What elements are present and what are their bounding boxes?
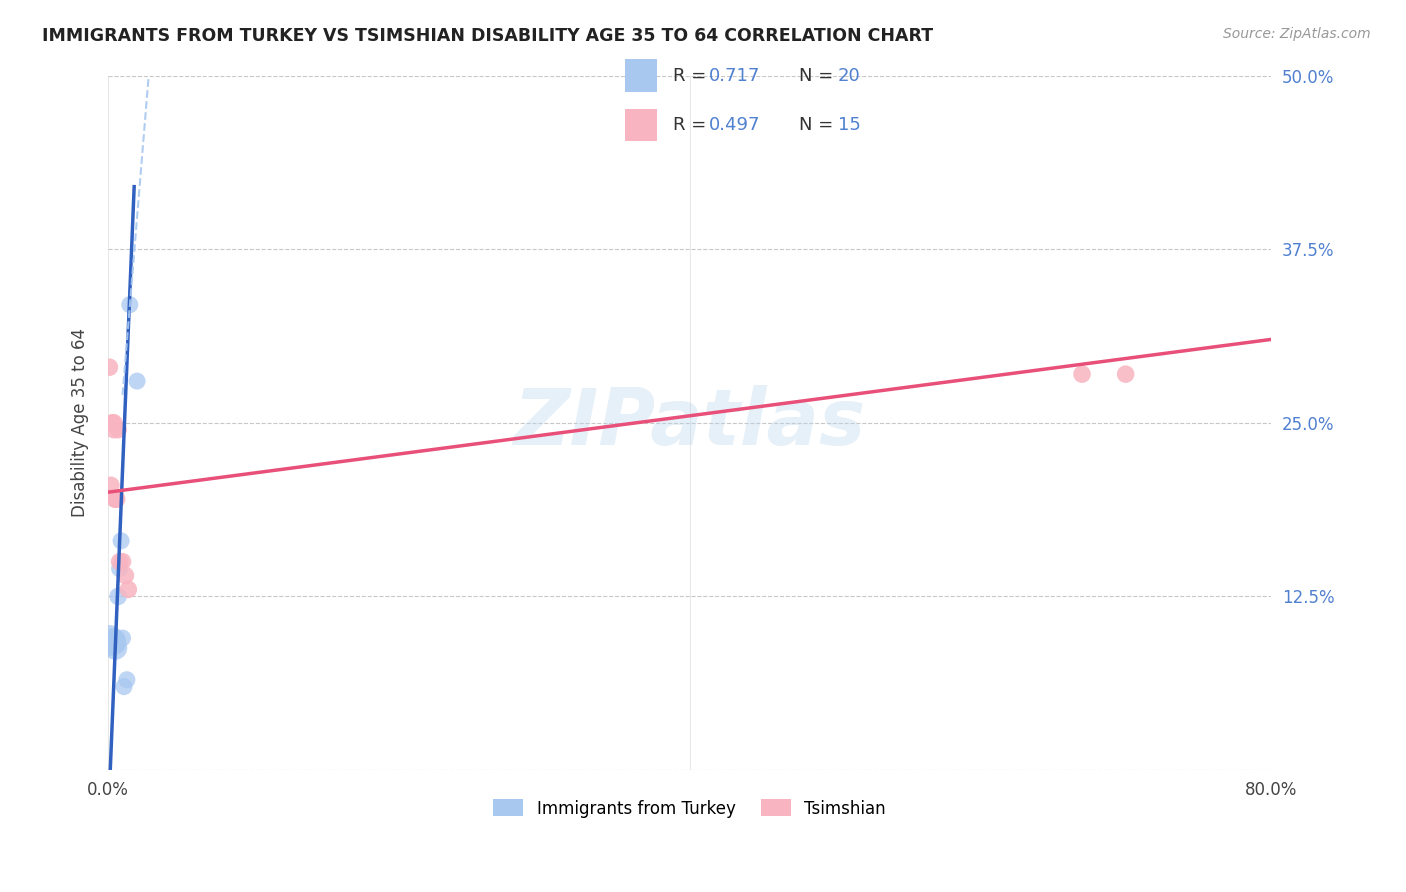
Point	[103, 416, 125, 430]
Point	[108, 555, 131, 569]
Point	[107, 590, 129, 604]
Point	[98, 631, 121, 645]
Point	[103, 631, 125, 645]
Point	[104, 635, 127, 649]
Point	[103, 423, 125, 437]
Y-axis label: Disability Age 35 to 64: Disability Age 35 to 64	[72, 328, 89, 517]
Text: IMMIGRANTS FROM TURKEY VS TSIMSHIAN DISABILITY AGE 35 TO 64 CORRELATION CHART: IMMIGRANTS FROM TURKEY VS TSIMSHIAN DISA…	[42, 27, 934, 45]
Text: 0.497: 0.497	[709, 116, 761, 134]
Point	[115, 673, 138, 687]
Point	[100, 640, 122, 655]
Point	[114, 568, 136, 582]
Text: 0.717: 0.717	[709, 67, 761, 85]
Point	[107, 423, 129, 437]
Point	[104, 492, 127, 507]
Point	[105, 492, 128, 507]
Text: 15: 15	[838, 116, 860, 134]
Legend: Immigrants from Turkey, Tsimshian: Immigrants from Turkey, Tsimshian	[486, 793, 893, 824]
Text: R =: R =	[673, 116, 711, 134]
Point	[100, 635, 122, 649]
Point	[101, 635, 124, 649]
Point	[112, 680, 135, 694]
Point	[117, 582, 139, 597]
Text: N =: N =	[799, 67, 839, 85]
Point	[101, 638, 124, 652]
Text: 20: 20	[838, 67, 860, 85]
Text: ZIPatlas: ZIPatlas	[513, 384, 866, 461]
Point	[110, 533, 132, 548]
Text: R =: R =	[673, 67, 711, 85]
Point	[98, 360, 121, 375]
Point	[125, 374, 148, 388]
Point	[104, 492, 127, 507]
Point	[118, 298, 141, 312]
Point	[101, 631, 124, 645]
Point	[105, 638, 128, 652]
Point	[105, 631, 128, 645]
Point	[104, 640, 127, 655]
Point	[111, 555, 134, 569]
Point	[1071, 367, 1094, 381]
Point	[108, 561, 131, 575]
Point	[101, 416, 124, 430]
Point	[100, 478, 122, 492]
Text: Source: ZipAtlas.com: Source: ZipAtlas.com	[1223, 27, 1371, 41]
Point	[103, 638, 125, 652]
Text: N =: N =	[799, 116, 839, 134]
Point	[1115, 367, 1137, 381]
Point	[111, 631, 134, 645]
Bar	[624, 59, 657, 92]
Bar	[624, 109, 657, 141]
